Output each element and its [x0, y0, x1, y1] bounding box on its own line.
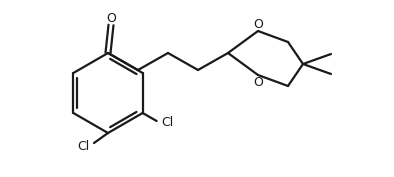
- Text: Cl: Cl: [77, 141, 89, 153]
- Text: O: O: [106, 12, 116, 24]
- Text: Cl: Cl: [162, 116, 174, 130]
- Text: O: O: [253, 18, 263, 30]
- Text: O: O: [253, 76, 263, 88]
